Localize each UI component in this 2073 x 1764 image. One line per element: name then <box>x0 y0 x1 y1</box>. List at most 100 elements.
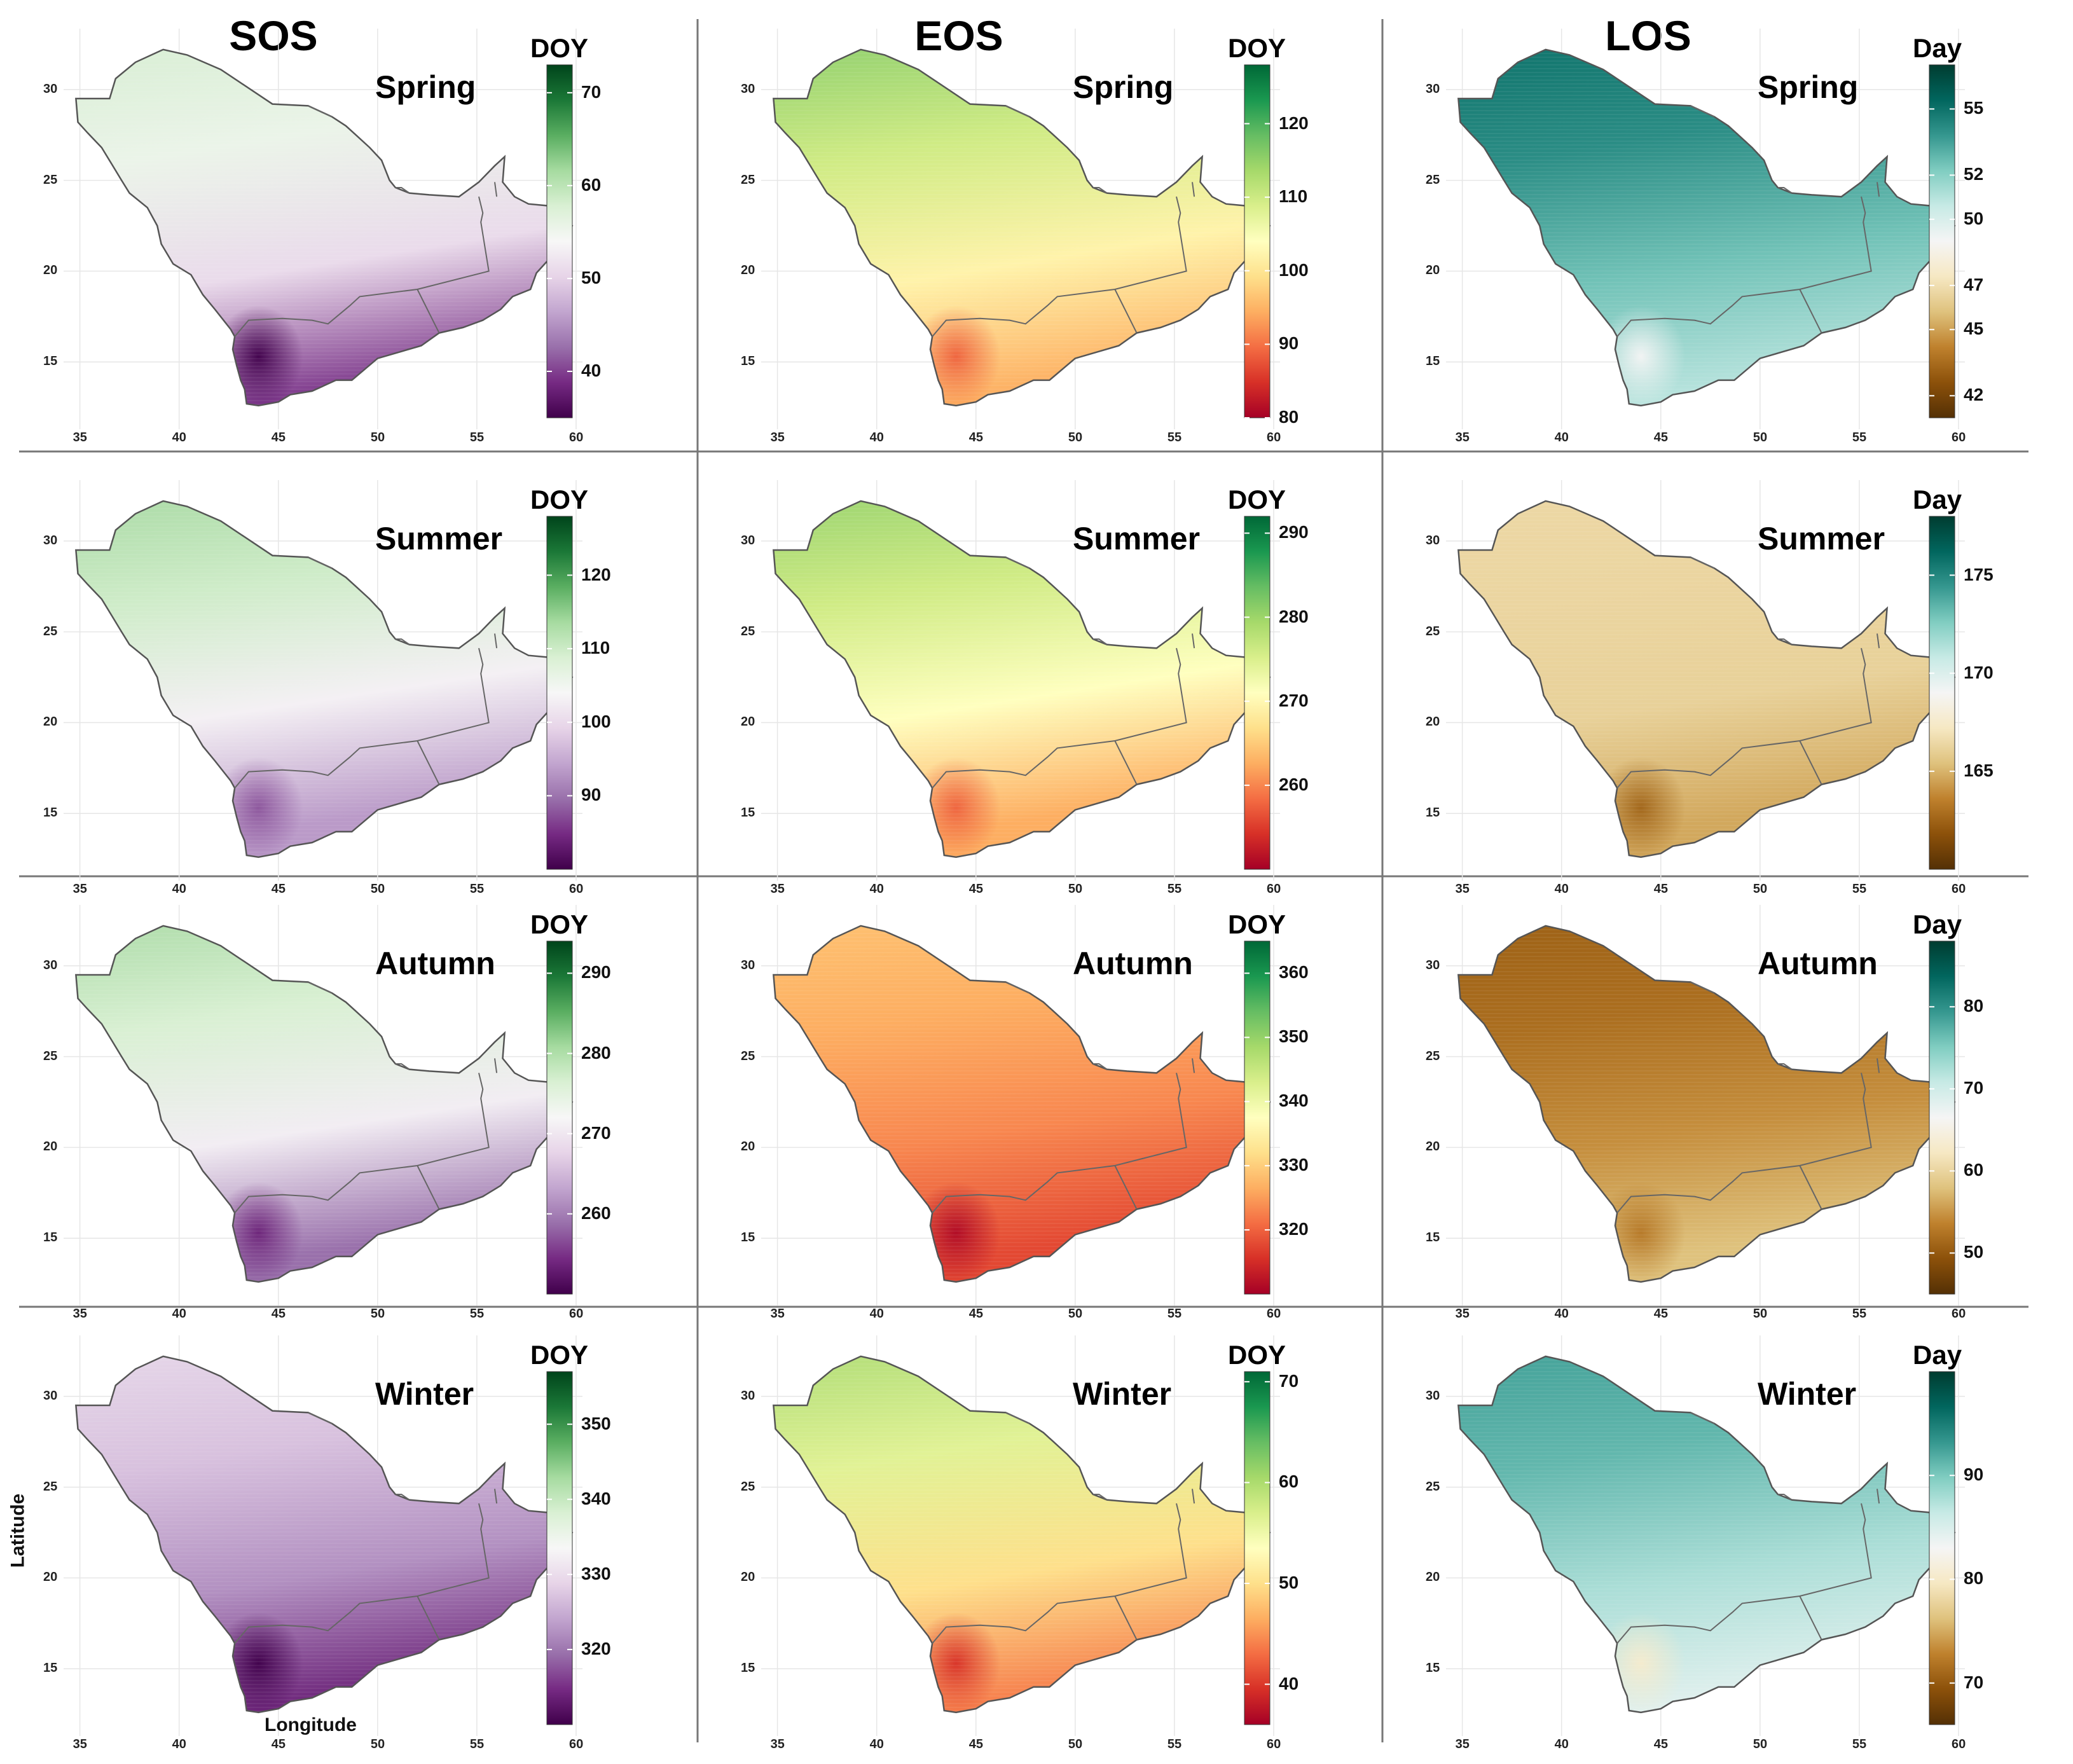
colorbar-tick-label: 70 <box>1964 1672 1984 1692</box>
longitude-tick: 45 <box>271 431 286 444</box>
colorbar-unit: Day <box>1913 1340 1962 1370</box>
latitude-tick: 25 <box>1426 1479 1440 1494</box>
longitude-tick: 45 <box>271 882 286 896</box>
column-title-los: LOS <box>1605 12 1691 59</box>
colorbar-unit: DOY <box>1228 485 1286 514</box>
colorbar-unit: DOY <box>1228 909 1286 939</box>
colorbar-tick-label: 280 <box>1279 606 1309 626</box>
country-border <box>1690 105 1715 118</box>
coastline <box>75 500 574 858</box>
colorbar <box>1244 64 1271 418</box>
country-border <box>308 981 333 994</box>
map-panel-los-winter: 30 25 20 15 35 40 45 50 55 60 Winter Day 90 80 70 <box>1382 1307 2073 1764</box>
colorbar-tick-label: 40 <box>581 360 602 380</box>
country-border <box>1114 289 1138 334</box>
latitude-tick: 20 <box>1426 1570 1440 1585</box>
colorbar-tick-label: 50 <box>1964 1242 1984 1262</box>
longitude-tick: 50 <box>1753 1737 1768 1751</box>
longitude-tick: 35 <box>770 882 785 896</box>
coastline <box>773 48 1271 407</box>
coastline <box>75 925 574 1283</box>
latitude-tick: 15 <box>1426 1661 1440 1676</box>
colorbar <box>1929 516 1955 870</box>
colorbar-tick-label: 340 <box>581 1488 611 1508</box>
country-border <box>234 196 490 337</box>
region-raster <box>773 500 1270 857</box>
latitude-tick: 30 <box>741 958 755 972</box>
colorbar-tick-label: 350 <box>1279 1026 1309 1047</box>
longitude-tick: 35 <box>770 431 785 444</box>
colorbar-tick-label: 100 <box>1279 259 1309 280</box>
latitude-tick: 15 <box>1426 1230 1440 1245</box>
latitude-tick: 15 <box>43 1661 58 1676</box>
longitude-tick: 50 <box>1068 882 1083 896</box>
longitude-tick: 60 <box>569 1307 584 1321</box>
longitude-tick: 60 <box>1267 1737 1281 1751</box>
latitude-tick: 30 <box>43 81 58 96</box>
x-axis-label: Longitude <box>265 1714 357 1735</box>
latitude-tick: 30 <box>741 1388 755 1403</box>
longitude-tick: 60 <box>1267 431 1281 444</box>
colorbar-tick-label: 47 <box>1964 274 1984 294</box>
colorbar-tick-label: 260 <box>581 1202 611 1223</box>
latitude-tick: 20 <box>741 715 755 729</box>
longitude-tick: 35 <box>1455 1737 1470 1751</box>
map-canvas <box>64 29 582 429</box>
longitude-tick: 45 <box>968 1307 983 1321</box>
map-panel-los-summer: 30 25 20 15 35 40 45 50 55 60 Summer Day 175 170 165 <box>1382 451 2073 896</box>
colorbar <box>1929 941 1955 1295</box>
country-border <box>932 648 1187 789</box>
longitude-tick: 40 <box>172 1737 186 1751</box>
colorbar <box>546 941 573 1295</box>
longitude-tick: 35 <box>72 882 87 896</box>
colorbar-unit: DOY <box>1228 33 1286 63</box>
country-border <box>417 289 440 334</box>
longitude-tick: 50 <box>1068 431 1083 444</box>
country-border <box>234 1503 490 1644</box>
map-panel-eos-spring: 30 25 20 15 35 40 45 50 55 60 Spring DOY 120 110 100 90… <box>698 0 1382 451</box>
y-axis-label: Latitude <box>7 1493 29 1568</box>
longitude-tick: 55 <box>1852 1307 1867 1321</box>
latitude-tick: 25 <box>741 624 755 638</box>
map-canvas <box>64 480 582 881</box>
country-border <box>1005 981 1030 994</box>
longitude-tick: 50 <box>1753 882 1768 896</box>
latitude-tick: 20 <box>1426 1140 1440 1154</box>
country-border <box>494 182 498 197</box>
country-border <box>1799 1165 1822 1210</box>
map-panel-los-autumn: 30 25 20 15 35 40 45 50 55 60 Autumn Day 80 70 60 50 <box>1382 876 2073 1321</box>
country-border <box>1777 1063 1793 1070</box>
country-border <box>1114 1595 1138 1641</box>
colorbar-tick-label: 260 <box>1279 774 1309 794</box>
colorbar-unit: DOY <box>1228 1340 1286 1370</box>
country-border <box>308 556 333 569</box>
latitude-tick: 25 <box>43 1479 58 1494</box>
colorbar-tick-label: 50 <box>1964 208 1984 228</box>
region-raster <box>76 1356 572 1712</box>
latitude-tick: 25 <box>1426 1049 1440 1063</box>
longitude-tick: 55 <box>469 1737 485 1751</box>
coastline <box>773 925 1271 1283</box>
colorbar-tick-label: 50 <box>581 267 602 287</box>
longitude-tick: 35 <box>1455 1307 1470 1321</box>
longitude-tick: 45 <box>1653 1737 1668 1751</box>
latitude-tick: 25 <box>741 172 755 187</box>
season-label: Winter <box>1758 1376 1857 1412</box>
colorbar-tick-label: 100 <box>581 711 611 731</box>
latitude-tick: 20 <box>741 263 755 278</box>
longitude-tick: 35 <box>1455 882 1470 896</box>
map-canvas <box>761 905 1280 1306</box>
latitude-tick: 30 <box>43 1388 58 1403</box>
latitude-tick: 30 <box>43 533 58 548</box>
longitude-tick: 50 <box>1753 431 1768 444</box>
longitude-tick: 45 <box>271 1737 286 1751</box>
colorbar-tick-label: 60 <box>1279 1471 1299 1492</box>
latitude-tick: 15 <box>741 1661 755 1676</box>
country-border <box>1092 187 1108 194</box>
latitude-tick: 30 <box>1426 958 1440 972</box>
colorbar <box>546 516 573 870</box>
country-border <box>417 1595 440 1641</box>
colorbar-tick-label: 80 <box>1964 996 1984 1016</box>
